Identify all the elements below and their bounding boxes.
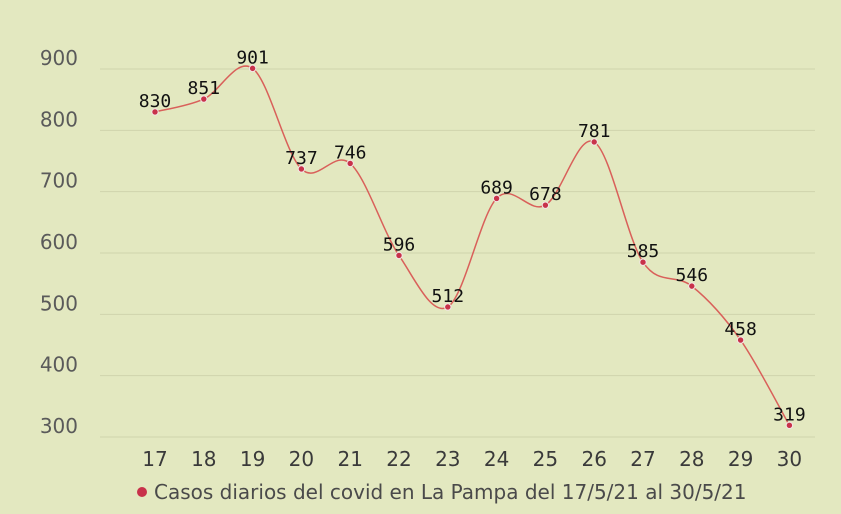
x-tick-label: 18 xyxy=(191,447,216,471)
series-line-group xyxy=(154,65,791,426)
y-tick-label: 900 xyxy=(40,46,78,70)
x-tick-label: 17 xyxy=(142,447,167,471)
y-tick-label: 600 xyxy=(40,230,78,254)
y-tick-label: 300 xyxy=(40,414,78,438)
x-axis-ticks: 17 18 19 20 21 22 23 24 25 26 27 28 29 30 xyxy=(142,447,802,471)
data-labels: 830 851 901 737 746 596 512 689 678 781 585 546 458 3… xyxy=(139,47,806,425)
data-point xyxy=(590,138,598,146)
data-label: 746 xyxy=(334,142,367,163)
data-points xyxy=(151,64,794,430)
data-point xyxy=(785,421,794,430)
gridlines xyxy=(100,68,815,438)
x-tick-label: 21 xyxy=(337,447,362,471)
data-point xyxy=(346,159,354,168)
y-axis-ticks: 300 400 500 600 700 800 900 xyxy=(40,46,78,438)
data-point xyxy=(492,194,501,203)
data-point xyxy=(200,95,208,103)
legend-label: Casos diarios del covid en La Pampa del … xyxy=(154,480,747,504)
data-point xyxy=(639,258,647,266)
x-tick-label: 27 xyxy=(630,447,655,471)
x-tick-label: 26 xyxy=(581,447,606,471)
data-label: 512 xyxy=(432,286,465,307)
data-label: 851 xyxy=(188,78,221,99)
data-point xyxy=(541,201,550,209)
x-tick-label: 22 xyxy=(386,447,411,471)
data-point xyxy=(736,336,745,344)
data-label: 319 xyxy=(773,404,806,425)
data-label: 585 xyxy=(627,241,660,262)
data-label: 737 xyxy=(285,148,318,169)
data-point xyxy=(248,64,257,73)
y-tick-label: 700 xyxy=(40,169,78,193)
x-tick-label: 23 xyxy=(435,447,460,471)
data-point xyxy=(688,282,696,290)
x-tick-label: 28 xyxy=(679,447,704,471)
data-label: 830 xyxy=(139,91,172,112)
data-point xyxy=(297,165,306,173)
y-tick-label: 400 xyxy=(40,353,78,377)
data-label: 596 xyxy=(383,234,416,255)
data-label: 458 xyxy=(724,319,757,340)
data-label: 678 xyxy=(529,184,562,205)
y-tick-label: 500 xyxy=(40,291,78,315)
x-tick-label: 20 xyxy=(289,447,314,471)
data-label: 901 xyxy=(236,47,269,68)
data-label: 689 xyxy=(480,177,513,198)
y-tick-label: 800 xyxy=(40,107,78,131)
x-tick-label: 30 xyxy=(777,447,802,471)
x-tick-label: 19 xyxy=(240,447,265,471)
data-point xyxy=(444,303,452,311)
x-tick-label: 29 xyxy=(728,447,753,471)
x-tick-label: 24 xyxy=(484,447,509,471)
series-line xyxy=(154,65,791,426)
data-label: 781 xyxy=(578,121,611,142)
x-tick-label: 25 xyxy=(533,447,558,471)
data-label: 546 xyxy=(676,265,709,286)
legend-marker xyxy=(137,487,147,497)
legend: Casos diarios del covid en La Pampa del … xyxy=(137,480,747,504)
data-point xyxy=(395,251,403,260)
data-point xyxy=(151,108,159,116)
